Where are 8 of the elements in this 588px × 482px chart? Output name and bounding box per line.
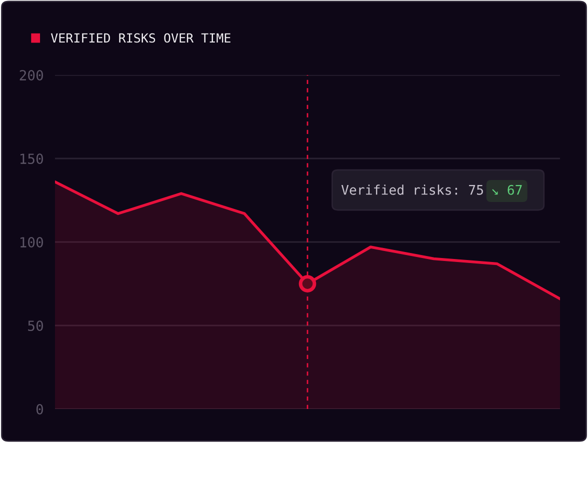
y-tick-label: 0 — [36, 404, 43, 415]
y-tick-label: 200 — [20, 70, 43, 81]
legend-label: VERIFIED RISKS OVER TIME — [50, 33, 230, 43]
y-tick-label: 50 — [28, 320, 43, 332]
annotation: ↘ 67 — [492, 184, 522, 195]
y-tick-label: 100 — [20, 237, 43, 248]
y-tick-label: 150 — [20, 154, 43, 164]
annotation: Verified risks: 75 — [341, 184, 483, 195]
